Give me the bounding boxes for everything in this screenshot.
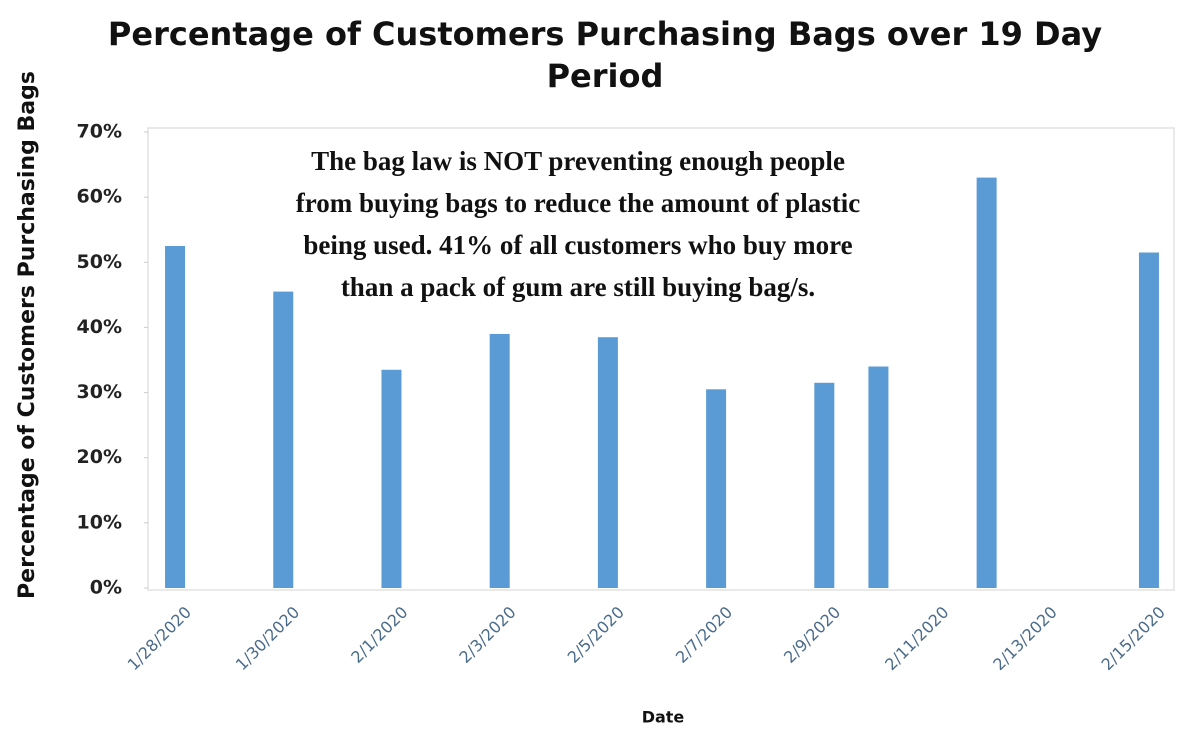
x-tick-label: 2/15/2020 xyxy=(1098,603,1169,674)
x-tick-label: 1/30/2020 xyxy=(232,603,303,674)
x-tick-label: 2/9/2020 xyxy=(780,603,844,667)
bar xyxy=(976,177,997,588)
y-tick-label: 10% xyxy=(77,511,122,533)
y-tick-label: 20% xyxy=(77,446,122,468)
x-axis-label: Date xyxy=(642,708,685,727)
y-tick-label: 40% xyxy=(77,316,122,338)
bar xyxy=(1138,252,1159,588)
bar xyxy=(273,291,294,588)
chart-title: Period xyxy=(547,57,664,95)
plot-frame xyxy=(147,127,1175,591)
y-tick-label: 60% xyxy=(77,186,122,208)
bar xyxy=(597,337,618,588)
x-tick-label: 2/11/2020 xyxy=(881,603,952,674)
x-tick-label: 2/7/2020 xyxy=(672,603,736,667)
x-tick-label: 2/1/2020 xyxy=(347,603,411,667)
y-tick-label: 70% xyxy=(77,121,122,143)
annotation: than a pack of gum are still buying bag/… xyxy=(341,272,815,302)
x-tick-label: 2/13/2020 xyxy=(989,603,1060,674)
x-tick-label: 1/28/2020 xyxy=(124,603,195,674)
bar xyxy=(706,389,727,588)
x-tick-label: 2/3/2020 xyxy=(455,603,519,667)
y-axis-label: Percentage of Customers Purchasing Bags xyxy=(15,71,40,599)
x-tick-label: 2/5/2020 xyxy=(564,603,628,667)
bar xyxy=(868,366,889,588)
annotation: being used. 41% of all customers who buy… xyxy=(303,230,852,260)
annotation: from buying bags to reduce the amount of… xyxy=(296,188,861,218)
annotation: The bag law is NOT preventing enough peo… xyxy=(311,146,845,176)
y-tick-label: 30% xyxy=(77,381,122,403)
y-tick-label: 50% xyxy=(77,251,122,273)
bar xyxy=(489,333,510,588)
chart-title: Percentage of Customers Purchasing Bags … xyxy=(108,15,1102,53)
bar xyxy=(165,246,186,588)
bar xyxy=(814,382,835,588)
bar xyxy=(381,369,402,588)
y-tick-label: 0% xyxy=(90,577,122,599)
